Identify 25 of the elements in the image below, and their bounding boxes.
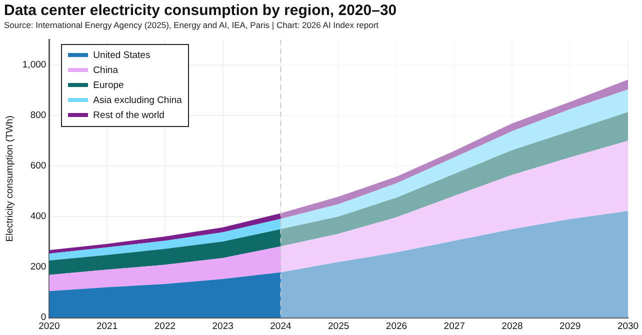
x-tick-label: 2028 xyxy=(502,320,523,332)
y-tick-label: 800 xyxy=(30,110,46,122)
x-tick-label: 2026 xyxy=(386,320,408,332)
x-tick-label: 2029 xyxy=(560,320,581,332)
y-tick-label: 0 xyxy=(40,312,46,324)
y-tick-label: 1,000 xyxy=(22,60,46,71)
x-tick-label: 2023 xyxy=(212,320,234,332)
x-tick-label: 2030 xyxy=(617,320,639,332)
y-axis-title: Electricity consumption (TWh) xyxy=(4,116,16,242)
chart-title: Data center electricity consumption by region, 2020–30 xyxy=(4,2,397,19)
x-tick-label: 2022 xyxy=(154,320,176,332)
y-tick-label: 200 xyxy=(30,262,46,273)
legend-label: Asia excluding China xyxy=(93,94,182,106)
x-tick-label: 2027 xyxy=(444,320,465,332)
x-tick-label: 2024 xyxy=(270,320,292,332)
legend-label: Rest of the world xyxy=(93,110,164,121)
y-tick-label: 600 xyxy=(30,160,46,172)
x-tick-label: 2025 xyxy=(328,320,350,332)
x-tick-label: 2021 xyxy=(96,320,118,332)
chart-subtitle: Source: International Energy Agency (2025), Energy and AI, IEA, Paris | Chart: 2026 AI Index report xyxy=(4,20,379,30)
legend-label: China xyxy=(93,64,118,76)
legend-label: United States xyxy=(93,50,150,61)
legend-label: Europe xyxy=(93,80,124,91)
y-tick-label: 400 xyxy=(30,211,46,222)
x-tick-label: 2020 xyxy=(38,320,60,332)
